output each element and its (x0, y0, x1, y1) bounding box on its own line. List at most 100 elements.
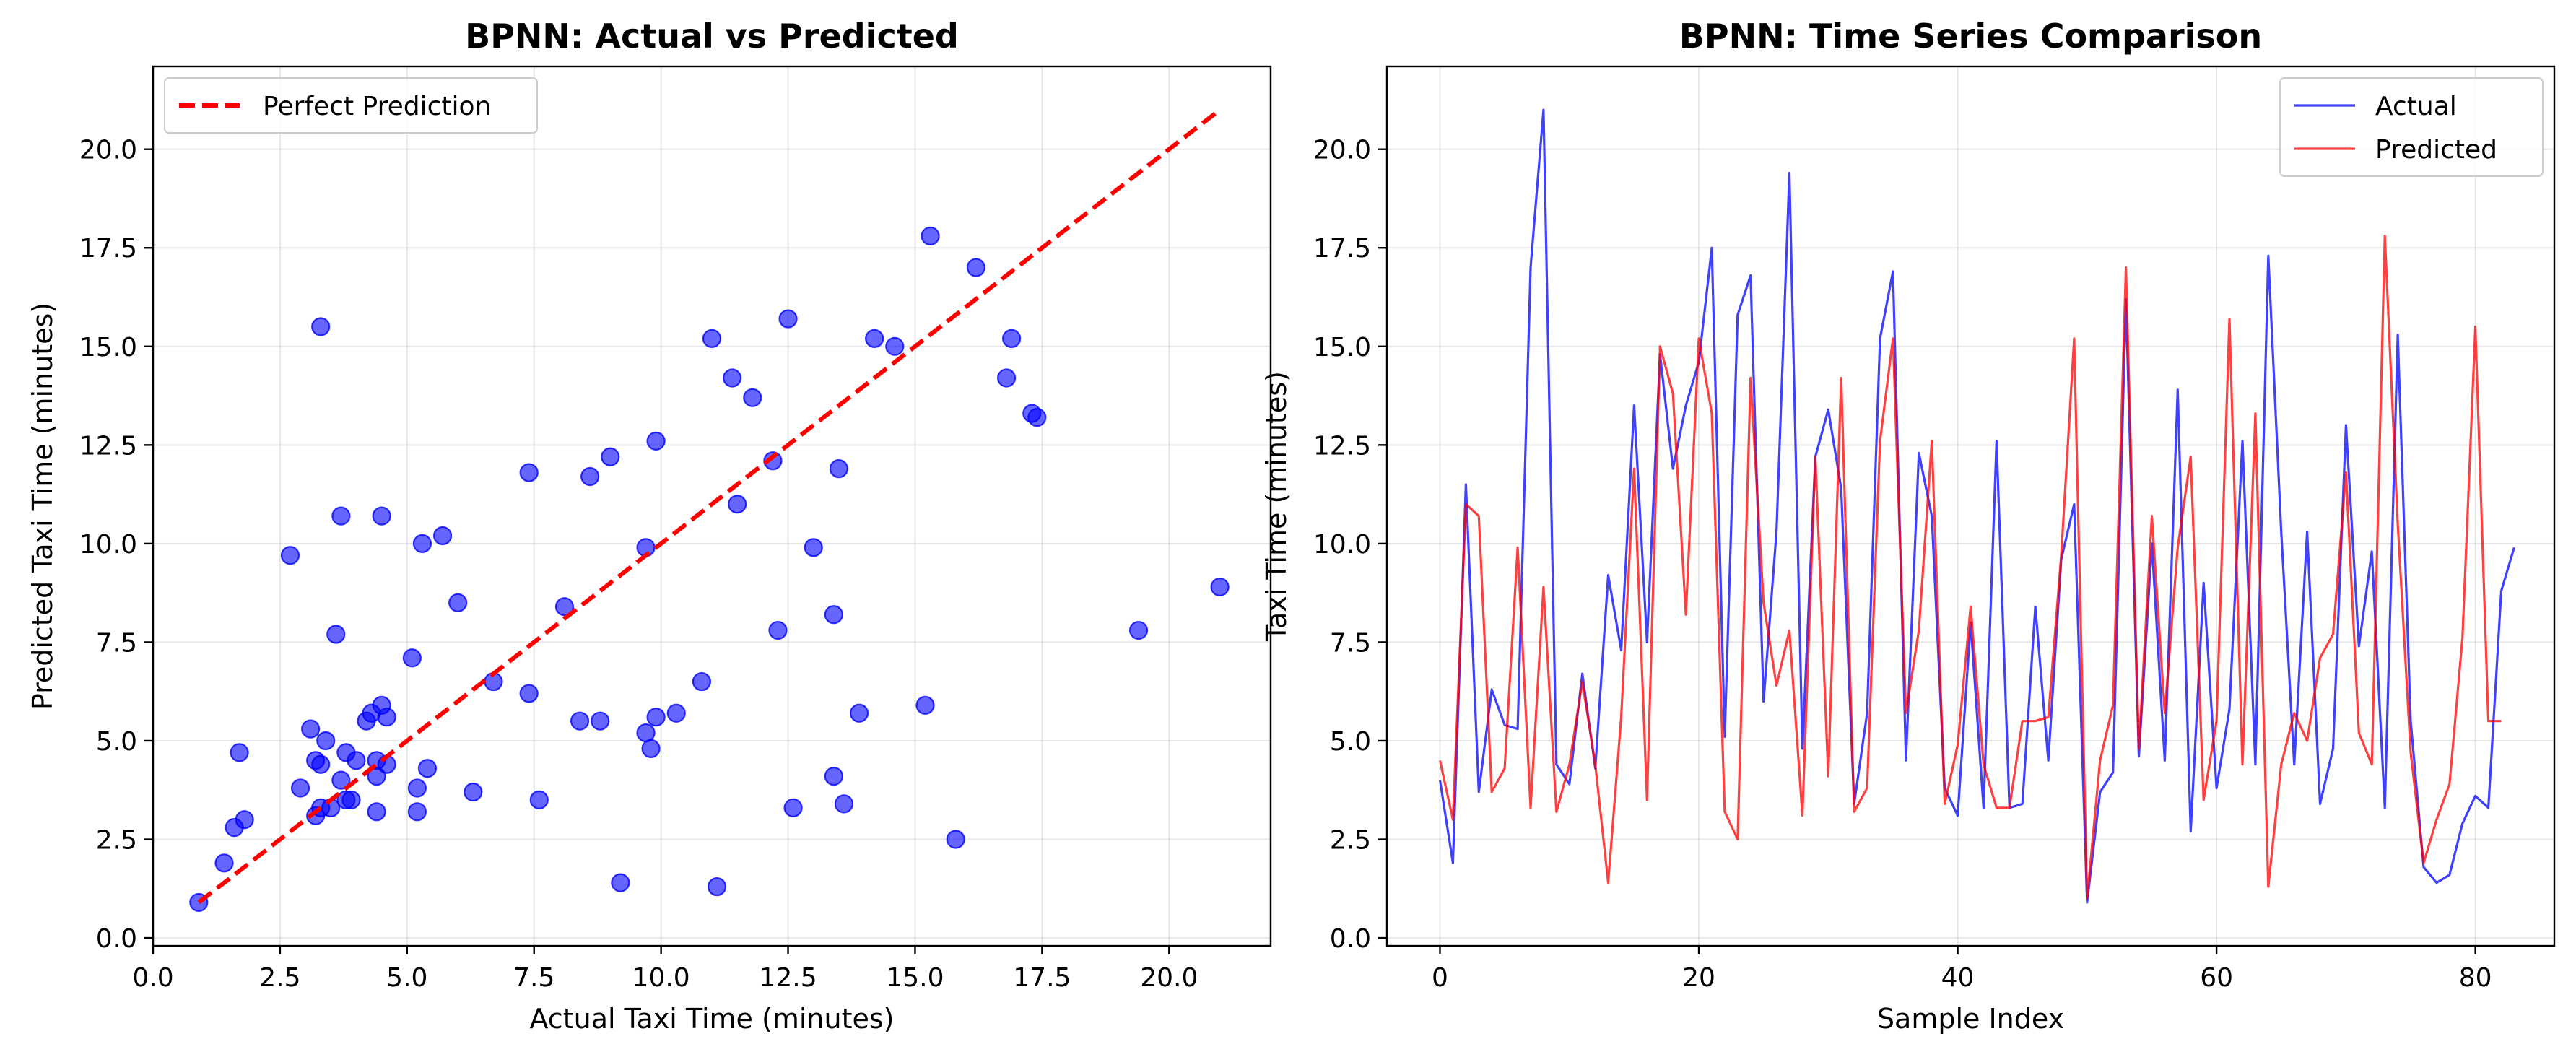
y-tick-label: 10.0 (1313, 530, 1371, 560)
scatter-point (326, 625, 346, 644)
scatter-axes-frame (152, 65, 1272, 947)
x-tick-label: 10.0 (632, 963, 690, 993)
scatter-legend-box (164, 77, 538, 134)
scatter-point (316, 731, 336, 751)
scatter-point (570, 711, 590, 731)
timeseries-axes-frame (1385, 65, 2556, 947)
scatter-point (824, 605, 843, 625)
scatter-point (763, 451, 783, 471)
timeseries-title: BPNN: Time Series Comparison (1679, 17, 2262, 56)
scatter-point (1002, 329, 1022, 348)
scatter-point (407, 778, 427, 798)
scatter-point (804, 538, 823, 557)
scatter-point (591, 711, 610, 731)
scatter-point (921, 226, 940, 245)
scatter-point (331, 770, 351, 790)
y-tick-label: 12.5 (79, 431, 137, 461)
scatter-point (519, 463, 539, 482)
scatter-point (783, 798, 803, 817)
scatter-point (707, 877, 727, 897)
scatter-point (367, 767, 386, 786)
scatter-point (1128, 620, 1149, 640)
x-tick-label: 5.0 (386, 963, 427, 993)
y-tick-label: 2.5 (96, 826, 137, 856)
scatter-x-axis-label: Actual Taxi Time (minutes) (529, 1003, 894, 1035)
actual-series-line (1438, 108, 2515, 904)
scatter-point (402, 648, 422, 668)
scatter-point (702, 329, 722, 348)
timeseries-legend: Actual Predicted (2279, 77, 2544, 177)
y-tick-label: 0.0 (96, 924, 137, 954)
x-tick-label: 0 (1432, 963, 1448, 993)
y-tick-label: 12.5 (1313, 431, 1371, 461)
scatter-point (372, 506, 391, 526)
scatter-point (214, 853, 234, 873)
timeseries-panel: 0 20 40 60 80 0.0 2.5 5.0 7.5 10.0 12.5 15.0 17.5 20… (1261, 17, 2556, 1035)
scatter-point (554, 597, 575, 617)
timeseries-y-ticks: 0.0 2.5 5.0 7.5 10.0 12.5 15.0 17.5 20.0 (1313, 136, 1387, 954)
scatter-x-ticks: 0.0 2.5 5.0 7.5 10.0 12.5 15.0 17.5 20.0 (132, 946, 1198, 993)
scatter-point (601, 447, 620, 466)
scatter-point (829, 459, 849, 479)
scatter-point (849, 703, 869, 723)
scatter-point (834, 794, 854, 814)
scatter-y-ticks: 0.0 2.5 5.0 7.5 10.0 12.5 15.0 17.5 20.0 (79, 136, 153, 954)
scatter-point (915, 695, 935, 715)
scatter-point (824, 767, 843, 786)
scatter-point (646, 708, 666, 727)
scatter-point (768, 620, 788, 640)
y-tick-label: 10.0 (79, 530, 137, 560)
scatter-point (997, 368, 1017, 388)
y-tick-label: 15.0 (79, 333, 137, 362)
scatter-panel: 0.0 2.5 5.0 7.5 10.0 12.5 15.0 17.5 20.0 0.0 2.5 5… (27, 17, 1272, 1035)
scatter-point (743, 388, 762, 407)
scatter-point (412, 534, 432, 553)
perfect-prediction-line (197, 108, 1222, 905)
y-tick-label: 7.5 (96, 628, 137, 658)
scatter-point (966, 258, 985, 277)
y-tick-label: 20.0 (1313, 136, 1371, 165)
legend-label-predicted: Predicted (2375, 135, 2497, 165)
scatter-point (311, 754, 331, 774)
timeseries-grid (1387, 66, 2554, 946)
scatter-point (311, 317, 331, 336)
scatter-point (230, 743, 249, 762)
scatter-point (417, 759, 438, 778)
timeseries-data (1438, 108, 2515, 904)
scatter-point (448, 593, 468, 612)
scatter-point (778, 309, 798, 329)
x-tick-label: 40 (1941, 963, 1975, 993)
scatter-point (692, 671, 712, 692)
legend-label-actual: Actual (2375, 92, 2457, 121)
predicted-series-line (1438, 235, 2502, 900)
scatter-point (636, 723, 656, 743)
x-tick-label: 12.5 (759, 963, 817, 993)
y-tick-label: 2.5 (1330, 826, 1371, 856)
x-tick-label: 20 (1682, 963, 1715, 993)
x-tick-label: 2.5 (259, 963, 300, 993)
scatter-point (580, 466, 600, 487)
scatter-point (280, 546, 300, 565)
scatter-point (611, 873, 630, 892)
x-tick-label: 80 (2459, 963, 2492, 993)
y-tick-label: 0.0 (1330, 924, 1371, 954)
scatter-grid (152, 66, 1271, 946)
x-tick-label: 0.0 (132, 963, 173, 993)
scatter-point (341, 790, 361, 810)
x-tick-label: 60 (2200, 963, 2233, 993)
scatter-point (519, 684, 539, 703)
scatter-point (367, 802, 386, 822)
scatter-title: BPNN: Actual vs Predicted (465, 17, 959, 56)
scatter-point (347, 751, 366, 770)
scatter-point (407, 802, 427, 822)
scatter-point (1027, 408, 1047, 427)
scatter-point (432, 526, 453, 546)
x-tick-label: 7.5 (513, 963, 554, 993)
timeseries-x-axis-label: Sample Index (1877, 1003, 2064, 1035)
scatter-point (464, 782, 483, 802)
scatter-point (728, 495, 747, 514)
scatter-point (331, 506, 351, 526)
scatter-point (723, 368, 742, 388)
timeseries-y-axis-label: Taxi Time (minutes) (1261, 371, 1292, 642)
